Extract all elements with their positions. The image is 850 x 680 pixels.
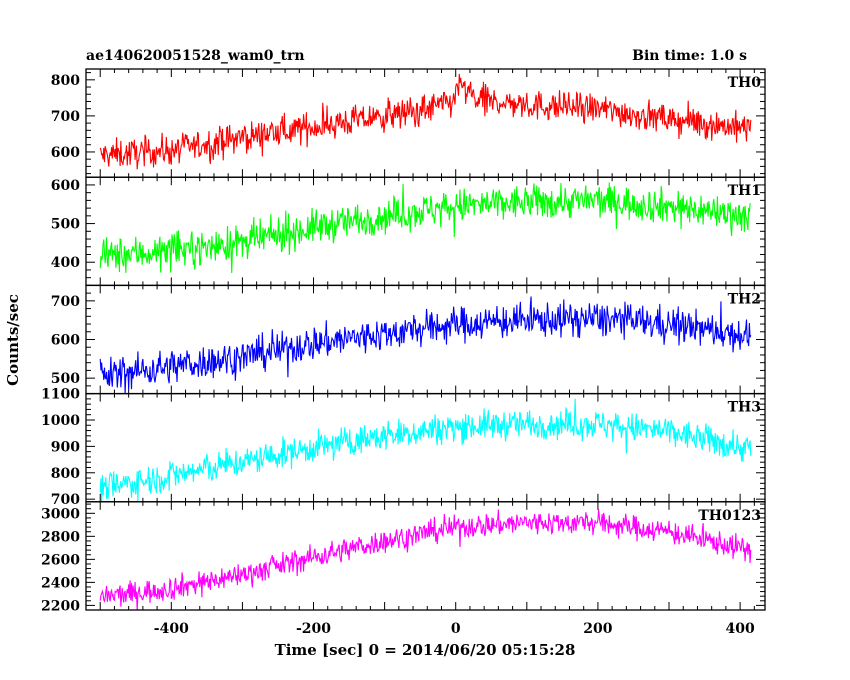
- panel-th0: 600 700 800 TH0: [51, 68, 766, 178]
- series-line-th0: [99, 73, 752, 170]
- panel-label-th1: TH1: [728, 183, 761, 199]
- y-tick-label: 2200: [41, 598, 80, 614]
- y-tick-label: 800: [51, 73, 80, 89]
- x-axis-label: Time [sec] 0 = 2014/06/20 05:15:28: [275, 641, 576, 659]
- panel-frame: [85, 176, 766, 287]
- x-tick-label: -200: [296, 621, 331, 637]
- panel-frame: [85, 284, 766, 395]
- panel-frame: [85, 501, 766, 611]
- y-tick-label: 400: [51, 255, 80, 271]
- series-line-th1: [99, 182, 751, 273]
- y-tick-label: 500: [51, 371, 80, 387]
- y-tick-label: 600: [51, 145, 80, 161]
- y-tick-label: 2800: [41, 529, 80, 545]
- panel-label-th2: TH2: [728, 291, 761, 307]
- panel-th2: 500 600 700 TH2: [51, 284, 766, 395]
- y-tick-label: 600: [51, 178, 80, 194]
- panel-th0123: 2200 2400 2600 2800 3000 TH0123: [41, 501, 766, 614]
- y-tick-label: 2400: [41, 575, 80, 591]
- x-tick-label: 400: [725, 621, 754, 637]
- x-tick-label: 200: [583, 621, 612, 637]
- series-line-th0123: [99, 509, 752, 610]
- panel-label-th0123: TH0123: [698, 508, 761, 524]
- y-tick-label: 1100: [41, 387, 80, 403]
- y-tick-label: 1000: [41, 413, 80, 429]
- series-line-th3: [99, 398, 752, 502]
- panel-label-th0: TH0: [728, 75, 762, 91]
- y-tick-label: 600: [51, 333, 80, 349]
- y-tick-label: 700: [51, 492, 80, 508]
- y-tick-label: 2600: [41, 552, 80, 568]
- y-axis-label: Counts/sec: [4, 294, 22, 386]
- x-tick-label: 0: [451, 621, 461, 637]
- y-tick-label: 800: [51, 466, 80, 482]
- series-line-th2: [99, 296, 752, 394]
- y-tick-label: 3000: [41, 506, 80, 522]
- x-axis: -400 -200 0 200 400: [154, 621, 755, 637]
- panel-frame: [85, 392, 766, 503]
- panel-th3: 700 800 900 1000 1100 TH3: [41, 387, 766, 508]
- y-tick-label: 900: [51, 439, 80, 455]
- y-tick-label: 700: [51, 294, 80, 310]
- chart-title: ae140620051528_wam0_trn: [86, 48, 305, 64]
- panel-th1: 400 500 600 TH1: [51, 176, 766, 287]
- panels: 600 700 800 TH0 400 500 600 TH1 500 600 700 TH2 700 8…: [41, 68, 766, 614]
- bin-time-label: Bin time: 1.0 s: [632, 48, 747, 64]
- y-tick-label: 700: [51, 109, 80, 125]
- x-tick-label: -400: [154, 621, 189, 637]
- y-tick-label: 500: [51, 217, 80, 233]
- panel-label-th3: TH3: [728, 400, 761, 416]
